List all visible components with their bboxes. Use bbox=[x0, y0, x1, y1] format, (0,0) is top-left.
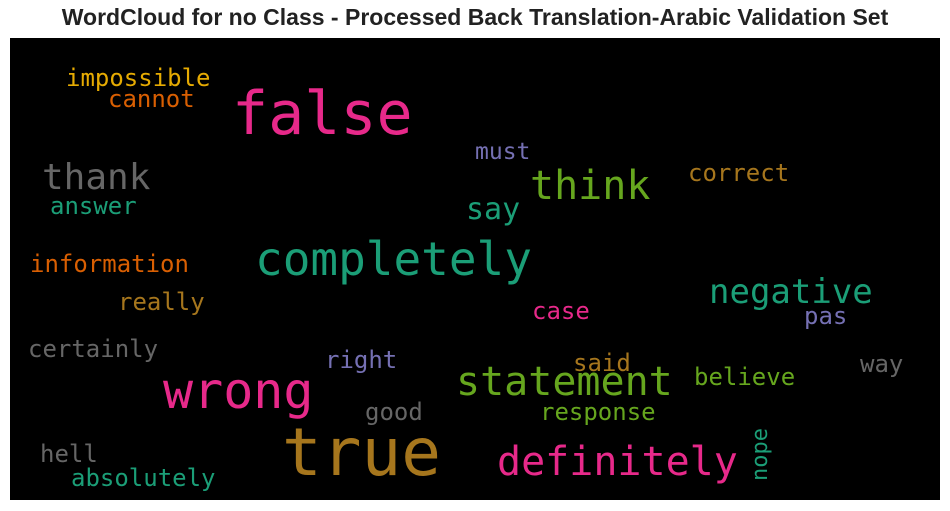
word-cannot: cannot bbox=[108, 85, 195, 113]
word-impossible: impossible bbox=[66, 64, 211, 92]
word-statement: statement bbox=[456, 359, 673, 405]
word-correct: correct bbox=[688, 159, 790, 187]
word-case: case bbox=[532, 297, 590, 325]
word-hell: hell bbox=[40, 440, 98, 468]
word-thank: thank bbox=[42, 157, 151, 198]
word-information: information bbox=[30, 250, 189, 278]
word-wrong: wrong bbox=[163, 362, 314, 420]
word-completely: completely bbox=[255, 232, 532, 286]
word-right: right bbox=[325, 346, 398, 374]
word-said: said bbox=[573, 349, 631, 377]
word-say: say bbox=[466, 192, 521, 227]
word-really: really bbox=[118, 288, 205, 316]
wordcloud-panel: false true completely wrong statement definit… bbox=[10, 38, 940, 500]
word-way: way bbox=[860, 350, 904, 378]
word-pas: pas bbox=[804, 302, 848, 330]
word-response: response bbox=[540, 398, 656, 426]
word-think: think bbox=[530, 163, 651, 209]
word-believe: believe bbox=[694, 363, 796, 391]
word-certainly: certainly bbox=[28, 335, 159, 363]
word-true: true bbox=[282, 414, 441, 491]
word-must: must bbox=[475, 139, 531, 165]
word-answer: answer bbox=[50, 192, 137, 220]
word-negative: negative bbox=[709, 272, 873, 312]
word-good: good bbox=[365, 398, 423, 426]
word-nope: nope bbox=[748, 428, 773, 481]
word-definitely: definitely bbox=[497, 439, 738, 485]
word-absolutely: absolutely bbox=[71, 464, 216, 492]
chart-title: WordCloud for no Class - Processed Back … bbox=[61, 4, 889, 30]
word-false: false bbox=[232, 79, 413, 149]
